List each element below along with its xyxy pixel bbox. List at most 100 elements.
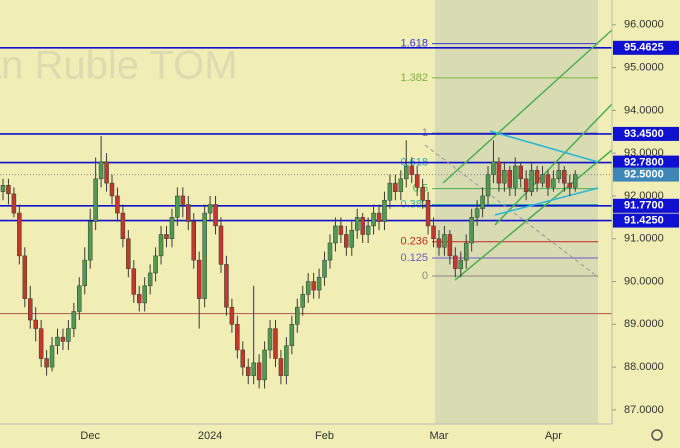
candle-body — [551, 178, 556, 188]
level-tag-label: 93.4500 — [624, 128, 664, 140]
candle-body — [496, 161, 502, 184]
candle-body — [126, 238, 131, 269]
candle-body — [136, 294, 142, 304]
candle-body — [382, 199, 387, 222]
candle-body — [327, 242, 333, 261]
candle-body — [404, 165, 409, 180]
candle-body — [158, 234, 164, 257]
time-axis — [0, 424, 612, 448]
candle-body — [71, 311, 77, 329]
candle-body — [513, 165, 518, 188]
candle-body — [502, 170, 507, 184]
candle-body — [207, 204, 213, 214]
y-tick-label: 89.0000 — [624, 318, 664, 330]
candle-body — [11, 193, 17, 214]
y-tick-label: 96.0000 — [624, 19, 664, 31]
settings-icon[interactable] — [651, 429, 663, 441]
fib-label: 0.125 — [400, 252, 428, 264]
candle-body — [529, 170, 534, 192]
y-tick-label: 95.0000 — [624, 62, 664, 74]
candle-body — [104, 161, 109, 184]
x-tick-label: Feb — [315, 430, 334, 442]
candle-body — [556, 170, 562, 180]
last-price-tag — [613, 167, 679, 182]
candle-body — [463, 242, 469, 261]
candle-body — [186, 204, 191, 222]
candle-body — [267, 328, 273, 351]
candle-body — [66, 328, 71, 342]
candle-body — [229, 306, 235, 325]
level-tag — [613, 213, 679, 228]
candle-body — [284, 345, 289, 376]
candle-body — [409, 165, 414, 175]
fib-label: 0.236 — [400, 236, 428, 248]
candle-body — [316, 276, 322, 291]
candle-body — [420, 187, 425, 201]
candle-body — [518, 165, 523, 180]
channel-line — [442, 29, 613, 184]
candle-body — [240, 349, 246, 368]
triangle-line — [489, 130, 599, 163]
candle-body — [523, 178, 529, 192]
candle-body — [218, 225, 224, 265]
candle-body — [109, 182, 115, 197]
candle-body — [360, 217, 365, 235]
candle-body — [453, 255, 458, 269]
candle-body — [115, 195, 120, 214]
fib-label: 1 — [422, 127, 428, 139]
y-tick-label: 91.0000 — [624, 233, 664, 245]
candle-body — [567, 182, 573, 188]
candle-body — [98, 161, 104, 180]
level-tag — [613, 40, 679, 55]
candle-body — [82, 259, 87, 287]
candle-body — [153, 255, 158, 274]
candle-body — [491, 161, 496, 175]
fib-label: 1.618 — [400, 38, 428, 50]
candle-body — [344, 234, 349, 248]
candle-body — [131, 268, 137, 295]
candle-body — [458, 259, 464, 269]
candle-body — [414, 174, 420, 188]
candle-body — [431, 225, 436, 239]
x-tick-label: 2024 — [198, 430, 222, 442]
candle-body — [27, 298, 33, 321]
candle-body — [311, 281, 316, 291]
candle-group — [0, 136, 578, 389]
candle-body — [393, 182, 398, 192]
candle-body — [6, 185, 11, 195]
fib-label: 0.382 — [400, 198, 428, 210]
zone — [435, 0, 598, 424]
candle-body — [191, 221, 196, 261]
candle-body — [485, 174, 491, 197]
channel-line — [494, 103, 613, 226]
triangle-line — [494, 187, 599, 216]
candle-body — [175, 195, 180, 218]
y-tick-label: 94.0000 — [624, 104, 664, 116]
candle-body — [93, 178, 98, 222]
y-tick-label: 87.0000 — [624, 404, 664, 416]
channel-line — [454, 149, 613, 281]
candle-body — [60, 336, 66, 342]
candle-body — [235, 324, 240, 351]
candle-body — [49, 345, 55, 368]
candle-body — [436, 238, 442, 248]
candle-body — [164, 234, 169, 239]
candle-body — [213, 204, 218, 227]
candle-body — [322, 259, 327, 278]
last-price-label: 92.5000 — [624, 168, 664, 180]
candle-body — [365, 225, 371, 235]
candle-body — [507, 170, 513, 188]
candle-body — [256, 362, 262, 381]
candle-body — [169, 217, 175, 239]
candle-body — [349, 229, 355, 248]
fib-label: 1.382 — [400, 72, 428, 84]
y-tick-label: 90.0000 — [624, 275, 664, 287]
level-tag — [613, 198, 679, 213]
level-tag — [613, 126, 679, 141]
candle-body — [398, 178, 404, 192]
level-tag-label: 91.7700 — [624, 200, 664, 212]
candle-body — [77, 285, 82, 312]
candle-body — [300, 294, 305, 308]
